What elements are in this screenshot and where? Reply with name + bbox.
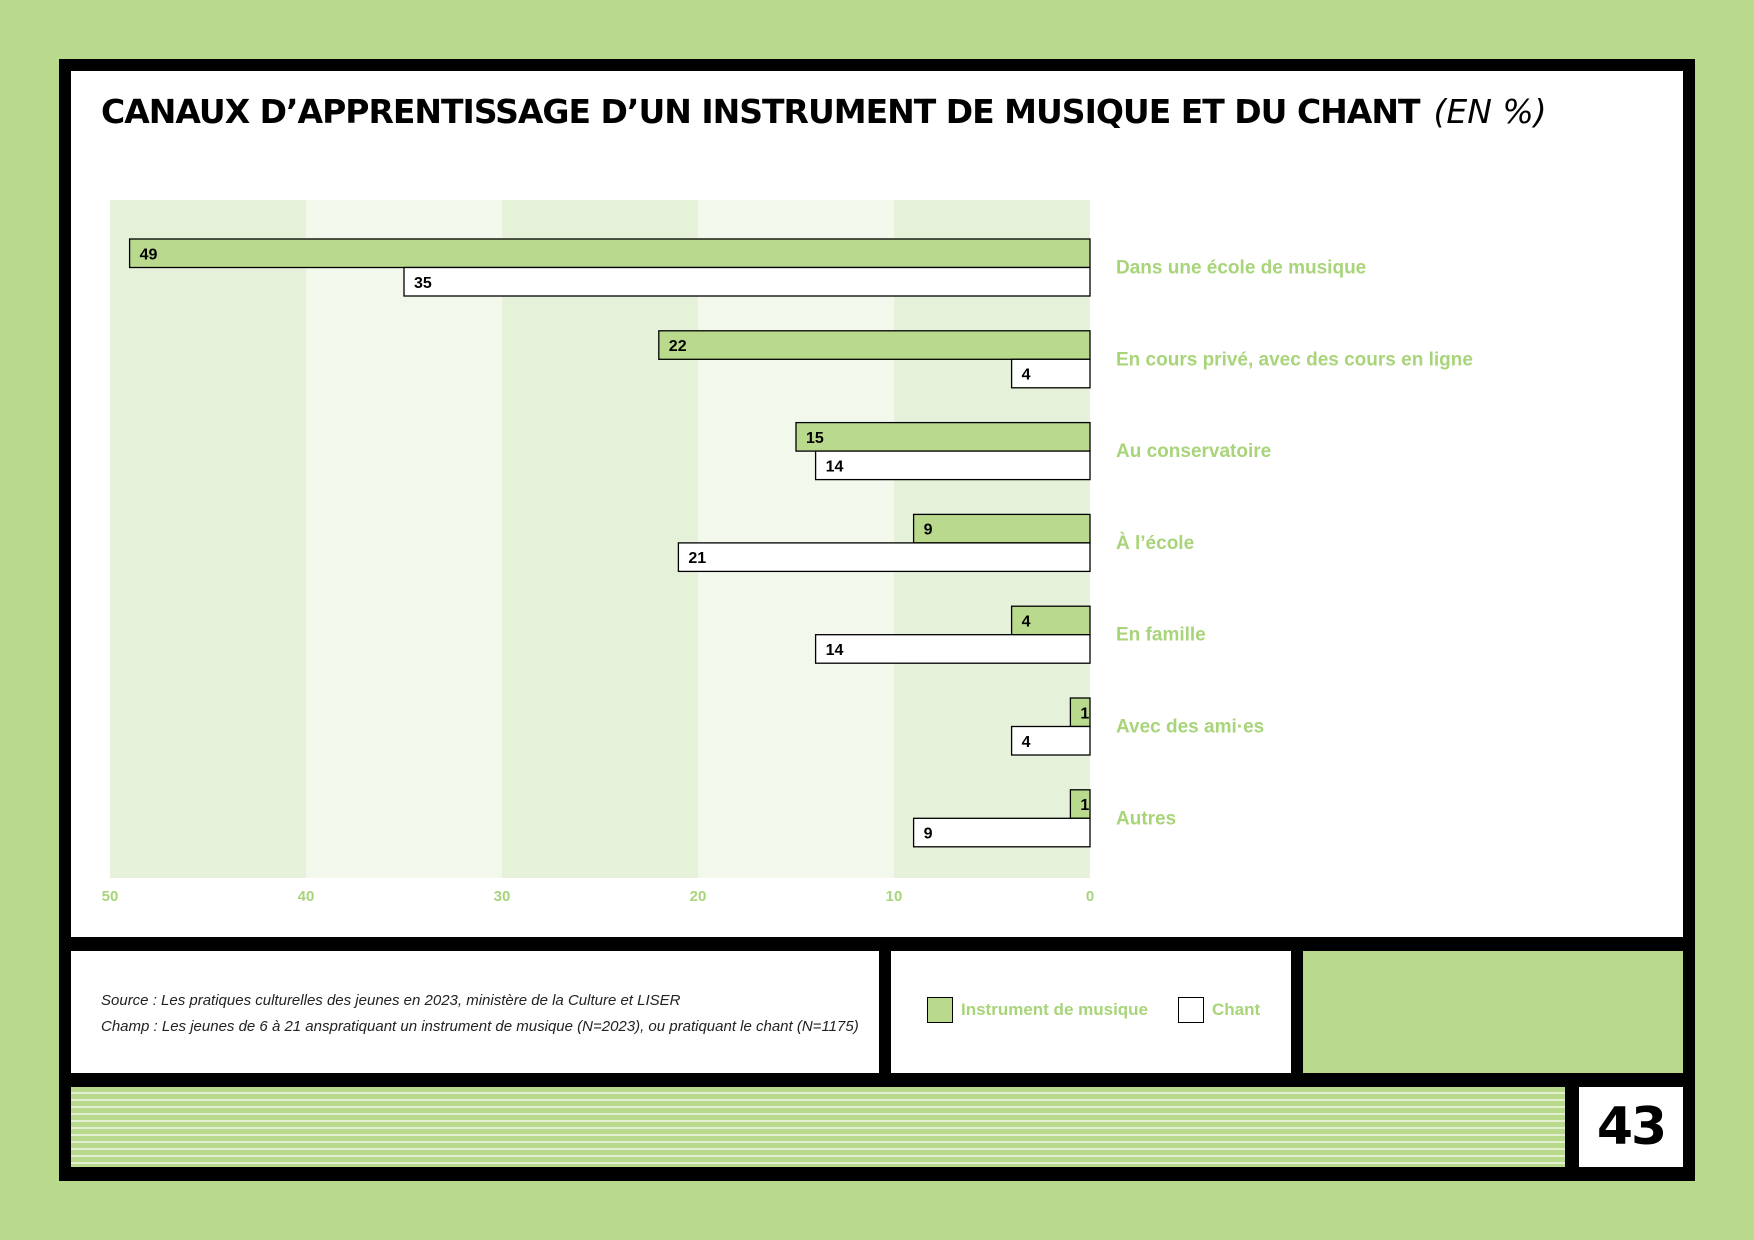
source-line: Source : Les pratiques culturelles des j… <box>101 992 681 1009</box>
legend-panel <box>891 951 1291 1073</box>
bar <box>814 450 1091 481</box>
bar <box>403 266 1091 297</box>
bar-value-label: 21 <box>688 550 706 567</box>
bar <box>814 634 1091 664</box>
bar <box>1010 358 1091 389</box>
bar-value-label: 15 <box>806 430 824 447</box>
bar-value-label: 14 <box>826 458 844 475</box>
x-tick-label: 40 <box>298 888 315 905</box>
legend-swatch-instrument <box>927 997 953 1023</box>
bar-value-label: 14 <box>826 642 844 659</box>
bar-value-label: 4 <box>1022 734 1031 751</box>
grid-band <box>502 200 698 878</box>
x-tick-label: 0 <box>1086 888 1094 905</box>
legend-label-instrument: Instrument de musique <box>961 1000 1149 1019</box>
chart-title-unit: (EN %) <box>1433 92 1547 131</box>
bar-value-label: 22 <box>669 338 687 355</box>
decorative-stripes <box>71 1087 1565 1167</box>
bar <box>912 513 1091 544</box>
x-tick-label: 10 <box>886 888 903 905</box>
source-panel <box>71 951 879 1073</box>
decorative-green-panel <box>1303 951 1683 1073</box>
page-number-box: 43 <box>1579 1087 1683 1167</box>
bar <box>912 817 1091 848</box>
bar-value-label: 1 <box>1080 705 1089 722</box>
grid-band <box>698 200 894 878</box>
grid-band <box>306 200 502 878</box>
bar-value-label: 9 <box>924 826 933 843</box>
bar <box>128 238 1091 269</box>
bar-value-label: 49 <box>140 246 158 263</box>
bar-value-label: 4 <box>1022 613 1031 630</box>
bar <box>1010 605 1091 636</box>
grid-band <box>110 200 306 878</box>
legend-item-chant: Chant <box>1178 997 1260 1023</box>
category-label: Avec des ami·es <box>1116 717 1264 738</box>
category-label: Au conservatoire <box>1116 441 1271 462</box>
bar-value-label: 35 <box>414 275 432 292</box>
bar <box>1010 725 1091 756</box>
bar-value-label: 4 <box>1022 367 1031 384</box>
bar-value-label: 1 <box>1080 797 1089 814</box>
category-label: En cours privé, avec des cours en ligne <box>1116 349 1473 370</box>
chart-title-text: CANAUX D’APPRENTISSAGE D’UN INSTRUMENT D… <box>101 92 1420 131</box>
bar <box>795 421 1091 452</box>
x-tick-label: 50 <box>102 888 119 905</box>
bar <box>658 330 1091 360</box>
page-number: 43 <box>1596 1097 1667 1157</box>
source-notes: Source : Les pratiques culturelles des j… <box>101 988 871 1040</box>
legend-item-instrument: Instrument de musique <box>927 997 1148 1023</box>
category-label: Autres <box>1116 808 1176 829</box>
bar <box>677 542 1091 573</box>
category-label: En famille <box>1116 625 1206 646</box>
x-tick-label: 30 <box>494 888 511 905</box>
legend-swatch-chant <box>1178 997 1204 1023</box>
bar-value-label: 9 <box>924 522 933 539</box>
scope-line: Champ : Les jeunes de 6 à 21 anspratiqua… <box>101 1018 859 1035</box>
x-tick-label: 20 <box>690 888 707 905</box>
chart-title: CANAUX D’APPRENTISSAGE D’UN INSTRUMENT D… <box>101 92 1547 131</box>
legend-label-chant: Chant <box>1212 1000 1261 1019</box>
category-label: À l’école <box>1116 532 1194 554</box>
category-label: Dans une école de musique <box>1116 258 1366 279</box>
